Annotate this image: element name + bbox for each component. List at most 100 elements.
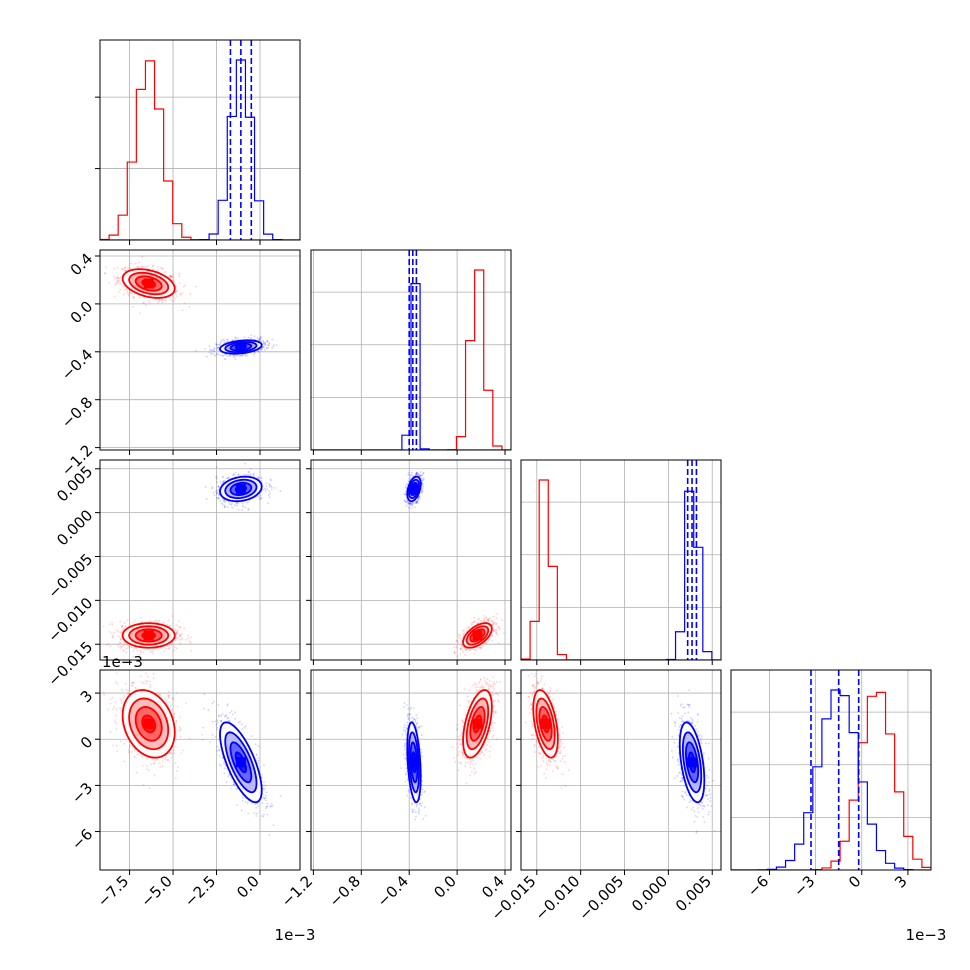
sample-point (264, 342, 267, 345)
sample-point (116, 683, 119, 686)
sample-point (178, 275, 181, 277)
sample-point (218, 344, 221, 347)
sample-point (457, 633, 460, 636)
sample-point (155, 620, 158, 622)
sample-point (485, 616, 487, 619)
sample-point (223, 501, 226, 504)
sample-point (244, 354, 247, 357)
sample-point (219, 480, 222, 483)
sample-point (111, 696, 114, 699)
sample-point (213, 494, 216, 497)
sample-point (154, 619, 156, 622)
sample-point (173, 752, 176, 755)
sample-point (169, 275, 172, 278)
sample-point (130, 292, 132, 295)
y-tick-label: −0.005 (44, 550, 96, 602)
sample-point (174, 762, 177, 765)
sample-point (138, 297, 141, 300)
sample-point (164, 758, 167, 761)
sample-point (121, 630, 124, 633)
sample-point (247, 473, 250, 476)
sample-point (223, 504, 226, 507)
sample-point (96, 264, 98, 266)
sample-point (473, 648, 476, 651)
sample-point (474, 649, 477, 652)
sample-point (412, 501, 415, 504)
sample-point (175, 632, 178, 635)
sample-point (132, 621, 134, 624)
sample-point (496, 633, 499, 636)
sample-point (153, 762, 155, 765)
sample-point (133, 296, 136, 299)
histogram-series-0 (100, 60, 300, 240)
sample-point (213, 353, 215, 356)
sample-point (261, 345, 264, 348)
sample-point (404, 493, 407, 496)
sample-point (174, 629, 177, 632)
sample-point (406, 500, 409, 503)
y-tick-label: −0.015 (44, 638, 96, 690)
sample-point (225, 338, 228, 341)
density-peak (143, 630, 154, 641)
sample-point (246, 501, 249, 504)
sample-point (117, 277, 120, 280)
sample-point (164, 271, 167, 273)
sample-point (215, 476, 217, 479)
sample-point (257, 351, 260, 353)
sample-point (124, 288, 127, 291)
sample-point (116, 266, 119, 269)
sample-point (222, 475, 225, 478)
sample-point (405, 501, 407, 503)
sample-point (166, 667, 168, 669)
sample-point (149, 620, 152, 622)
sample-point (217, 353, 219, 356)
sample-point (183, 284, 186, 287)
axes-frame (99, 39, 301, 241)
sample-point (162, 299, 165, 302)
sample-point (418, 495, 421, 498)
sample-point (260, 476, 262, 479)
sample-point (151, 650, 154, 653)
sample-point (216, 346, 219, 349)
sample-point (226, 340, 229, 343)
sample-point (117, 279, 120, 282)
sample-point (404, 500, 406, 502)
sample-point (154, 760, 156, 762)
sample-point (260, 497, 263, 500)
sample-point (120, 637, 123, 640)
sample-point (209, 348, 211, 351)
sample-point (415, 502, 418, 504)
sample-point (158, 693, 161, 695)
sample-point (456, 639, 459, 642)
sample-point (176, 630, 178, 633)
sample-point (419, 474, 421, 477)
sample-point (157, 269, 159, 272)
sample-point (187, 634, 190, 637)
sample-point (259, 335, 262, 338)
sample-point (123, 694, 125, 697)
sample-point (165, 699, 168, 702)
sample-point (115, 282, 117, 285)
sample-point (116, 629, 119, 632)
sample-point (120, 702, 123, 704)
sample-point (116, 277, 119, 279)
sample-point (407, 473, 410, 476)
sample-point (415, 472, 417, 475)
sample-point (459, 652, 462, 655)
sample-point (179, 727, 182, 730)
sample-point (259, 498, 262, 501)
sample-point (492, 622, 495, 625)
sample-point (144, 265, 147, 268)
sample-point (131, 682, 134, 685)
axes-frame (99, 459, 301, 661)
sample-point (269, 478, 272, 481)
sample-point (175, 632, 178, 634)
sample-point (156, 758, 159, 761)
sample-point (403, 499, 406, 502)
sample-point (478, 617, 480, 620)
sample-point (134, 619, 137, 622)
sample-point (478, 646, 480, 648)
sample-point (417, 496, 420, 499)
sample-point (254, 351, 256, 354)
sample-point (212, 492, 215, 494)
